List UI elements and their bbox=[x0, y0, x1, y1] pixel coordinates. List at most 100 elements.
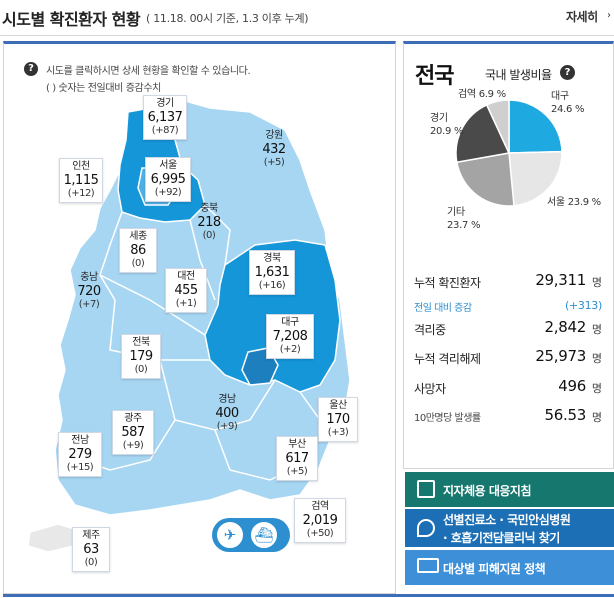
region-name: 충북 bbox=[200, 203, 218, 214]
region-incheon[interactable]: 인천 1,115 (+12) bbox=[59, 158, 103, 203]
region-chungnam[interactable]: 충남 720 (+7) bbox=[67, 272, 111, 311]
region-gangwon[interactable]: 강원 432 (+5) bbox=[252, 130, 296, 169]
region-count: 7,208 bbox=[272, 329, 308, 344]
region-count: 218 bbox=[197, 215, 221, 230]
local-gov-guideline-button[interactable]: 지자체용 대응지침 bbox=[405, 472, 614, 507]
region-count: 400 bbox=[215, 406, 239, 421]
region-sejong[interactable]: 세종 86 (0) bbox=[119, 228, 157, 273]
menu-label: 지자체용 대응지침 bbox=[443, 484, 532, 498]
region-chungbuk[interactable]: 충북 218 (0) bbox=[187, 203, 231, 242]
region-quarantine[interactable]: 검역 2,019 (+50) bbox=[294, 498, 346, 543]
pie-label-etc: 기타 23.7 % bbox=[447, 207, 481, 231]
stat-value: (+313) bbox=[565, 299, 602, 312]
map-region-jeju[interactable] bbox=[27, 523, 79, 553]
region-jeonnam[interactable]: 전남 279 (+15) bbox=[58, 432, 102, 477]
region-delta: (+5) bbox=[286, 466, 308, 477]
stat-deaths: 사망자 496 명 bbox=[414, 377, 602, 397]
detail-link[interactable]: 자세히 bbox=[566, 10, 598, 24]
region-delta: (+15) bbox=[66, 462, 94, 473]
region-gyeongnam[interactable]: 경남 400 (+9) bbox=[206, 394, 248, 433]
region-count: 455 bbox=[174, 283, 198, 298]
stat-label: 누적 격리해제 bbox=[414, 352, 481, 366]
region-count: 6,995 bbox=[150, 172, 186, 187]
help-icon: ? bbox=[24, 62, 38, 76]
region-count: 86 bbox=[130, 243, 146, 258]
support-policy-button[interactable]: 대상별 피해지원 정책 bbox=[405, 550, 614, 585]
region-daejeon[interactable]: 대전 455 (+1) bbox=[165, 268, 207, 313]
region-name: 부산 bbox=[288, 439, 306, 450]
region-name: 검역 bbox=[311, 501, 329, 512]
stat-daily-change: 전일 대비 증감 (+313) bbox=[414, 296, 602, 316]
region-name: 경기 bbox=[156, 98, 174, 109]
stat-value: 56.53 bbox=[544, 406, 587, 424]
region-delta: (0) bbox=[202, 230, 216, 241]
region-name: 경북 bbox=[263, 253, 281, 264]
region-jeonbuk[interactable]: 전북 179 (0) bbox=[121, 334, 161, 379]
region-name: 제주 bbox=[82, 530, 100, 541]
region-delta: (+1) bbox=[175, 298, 197, 309]
region-count: 432 bbox=[262, 142, 286, 157]
stat-label: 10만명당 발생률 bbox=[414, 413, 481, 424]
pie-label-quarantine: 검역 6.9 % bbox=[458, 89, 506, 100]
region-daegu[interactable]: 대구 7,208 (+2) bbox=[266, 314, 314, 359]
region-seoul[interactable]: 서울 6,995 (+92) bbox=[145, 157, 191, 202]
region-name: 전남 bbox=[71, 435, 89, 446]
chevron-right-icon[interactable]: › bbox=[607, 10, 611, 21]
region-name: 충남 bbox=[80, 272, 98, 283]
stat-label: 누적 확진환자 bbox=[414, 276, 481, 290]
region-count: 1,115 bbox=[63, 173, 99, 188]
region-name: 경남 bbox=[218, 394, 236, 405]
region-name: 세종 bbox=[129, 231, 147, 242]
region-count: 63 bbox=[83, 542, 99, 557]
region-jeju[interactable]: 제주 63 (0) bbox=[72, 527, 110, 572]
pie-label-seoul: 서울 23.9 % bbox=[547, 197, 601, 208]
region-delta: (+12) bbox=[67, 188, 95, 199]
region-name: 서울 bbox=[159, 160, 177, 171]
region-ulsan[interactable]: 울산 170 (+3) bbox=[318, 397, 358, 442]
stat-incidence-rate: 10만명당 발생률 56.53 명 bbox=[414, 406, 602, 426]
region-count: 170 bbox=[326, 412, 350, 427]
bottom-divider bbox=[3, 594, 396, 598]
folder-icon bbox=[417, 558, 439, 573]
region-count: 279 bbox=[68, 447, 92, 462]
help-icon[interactable]: ? bbox=[560, 65, 575, 80]
region-gyeonggi[interactable]: 경기 6,137 (+87) bbox=[143, 95, 187, 140]
region-count: 720 bbox=[77, 284, 101, 299]
quarantine-transport-pill[interactable]: ✈ ⛴ bbox=[212, 518, 290, 552]
stat-value: 2,842 bbox=[544, 318, 587, 336]
stat-cumulative-cases: 누적 확진환자 29,311 명 bbox=[414, 271, 602, 291]
stat-isolating: 격리중 2,842 명 bbox=[414, 318, 602, 338]
stat-released: 누적 격리해제 25,973 명 bbox=[414, 347, 602, 367]
region-name: 울산 bbox=[329, 400, 347, 411]
region-busan[interactable]: 부산 617 (+5) bbox=[276, 436, 318, 481]
region-name: 대구 bbox=[281, 317, 299, 328]
region-name: 인천 bbox=[72, 161, 90, 172]
region-gyeongbuk[interactable]: 경북 1,631 (+16) bbox=[249, 250, 295, 295]
region-count: 179 bbox=[129, 349, 153, 364]
region-delta: (0) bbox=[84, 557, 98, 568]
stat-label: 전일 대비 증감 bbox=[414, 303, 472, 314]
region-gwangju[interactable]: 광주 587 (+9) bbox=[112, 410, 154, 455]
region-delta: (+5) bbox=[263, 157, 285, 168]
region-count: 1,631 bbox=[254, 265, 290, 280]
help-note: ( ) 숫자는 전일대비 증감수치 bbox=[46, 83, 161, 94]
region-delta: (+9) bbox=[122, 440, 144, 451]
region-name: 광주 bbox=[124, 413, 142, 424]
pie-label-gyeonggi: 경기 20.9 % bbox=[430, 113, 464, 137]
region-name: 전북 bbox=[132, 337, 150, 348]
menu-label-line2: · 호흡기전담클리닉 찾기 bbox=[443, 531, 560, 545]
region-count: 587 bbox=[121, 425, 145, 440]
ship-icon: ⛴ bbox=[250, 521, 278, 549]
region-count: 2,019 bbox=[302, 513, 338, 528]
stat-value: 29,311 bbox=[535, 271, 586, 289]
region-count: 6,137 bbox=[147, 110, 183, 125]
stat-unit: 명 bbox=[591, 352, 602, 365]
menu-label: 대상별 피해지원 정책 bbox=[443, 562, 546, 576]
stat-value: 496 bbox=[558, 377, 586, 395]
screening-clinic-button[interactable]: 선별진료소 · 국민안심병원 · 호흡기전담클리닉 찾기 bbox=[405, 509, 614, 547]
region-count: 617 bbox=[285, 451, 309, 466]
region-name: 강원 bbox=[265, 130, 283, 141]
stat-value: 25,973 bbox=[535, 347, 586, 365]
region-name: 대전 bbox=[177, 271, 195, 282]
page-title: 시도별 확진환자 현황 bbox=[2, 10, 141, 29]
